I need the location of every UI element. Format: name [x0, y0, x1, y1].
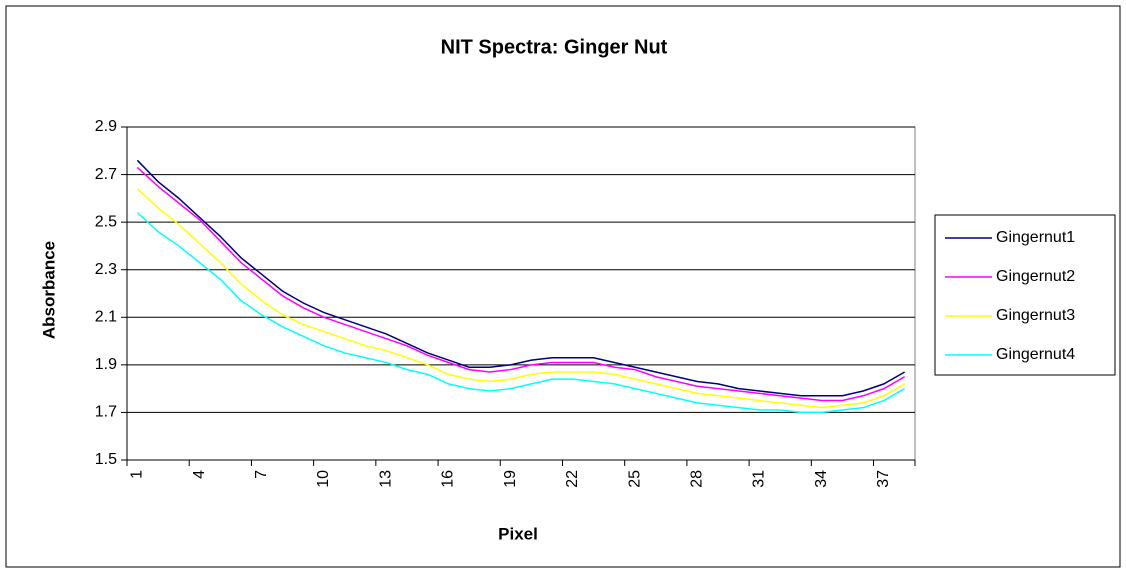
x-tick-label: 4	[191, 470, 208, 479]
series-line	[136, 212, 906, 414]
series-line	[136, 159, 906, 397]
legend-label: Gingernut1	[996, 229, 1075, 246]
y-tick-label: 2.7	[95, 166, 117, 183]
legend-label: Gingernut4	[996, 346, 1075, 363]
x-tick-label: 31	[751, 470, 768, 488]
chart-title: NIT Spectra: Ginger Nut	[441, 36, 668, 58]
x-tick-label: 25	[626, 470, 643, 488]
y-tick-label: 1.5	[95, 451, 117, 468]
x-tick-label: 22	[564, 470, 581, 488]
x-axis-label: Pixel	[498, 524, 538, 543]
x-tick-label: 37	[875, 470, 892, 488]
x-tick-label: 16	[440, 470, 457, 488]
y-tick-label: 1.7	[95, 404, 117, 421]
legend-label: Gingernut3	[996, 307, 1075, 324]
y-tick-label: 2.3	[95, 261, 117, 278]
y-tick-label: 1.9	[95, 356, 117, 373]
y-axis-label: Absorbance	[39, 241, 58, 339]
series-line	[136, 166, 906, 402]
x-tick-label: 10	[315, 470, 332, 488]
x-tick-label: 1	[129, 470, 146, 479]
plot-area	[126, 126, 916, 461]
x-tick-label: 7	[253, 470, 270, 479]
y-tick-label: 2.5	[95, 213, 117, 230]
legend	[934, 214, 1116, 376]
x-tick-label: 19	[502, 470, 519, 488]
x-tick-label: 34	[813, 470, 830, 488]
x-tick-label: 28	[688, 470, 705, 488]
y-tick-label: 2.9	[95, 118, 117, 135]
y-tick-label: 2.1	[95, 309, 117, 326]
legend-label: Gingernut2	[996, 268, 1075, 285]
x-tick-label: 13	[377, 470, 394, 488]
series-line	[136, 188, 906, 409]
